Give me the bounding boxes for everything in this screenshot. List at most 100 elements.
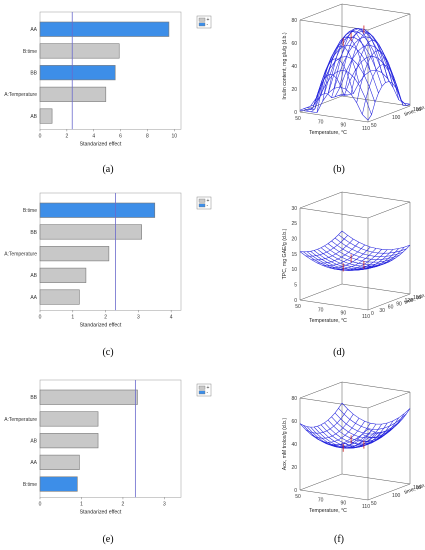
x-tick-label: 10 [172,133,178,139]
x-tick-label: 70 [318,497,324,503]
caption-b: (b) [333,164,345,175]
bar-aa [39,454,80,470]
surface-mesh-line [299,86,369,121]
surface-mesh-line [341,402,411,425]
bar-ab [39,267,87,283]
x-tick-label: 0 [39,314,42,320]
z-axis-label: Inulin content, mg glu/g (d.b.) [282,32,288,99]
surface-mesh-line [299,402,343,428]
x-tick-label: 90 [341,123,347,129]
x-tick-label: 110 [362,126,370,132]
legend-swatch-negative [198,385,206,390]
y-tick-label: 50 [371,501,377,507]
z-tick-label: 40 [291,442,297,448]
bounding-box-edge [341,3,411,15]
y-tick-label: 120 [405,298,414,304]
pareto-chart-a: AA B:time BB A:Temperature AB 0 2 4 6 8 10 Standari… [4,11,212,147]
x-tick-label: 70 [318,307,324,313]
category-label: A:Temperature [4,92,37,98]
z-tick-label: 60 [291,419,297,425]
legend-label-positive: + [207,198,210,204]
y-tick-label: 100 [392,493,401,499]
category-label: BB [30,395,37,401]
bar-bb [39,65,116,81]
legend: +- [196,383,212,397]
surface-mesh-line [327,243,397,263]
y-tick-label: 0 [371,311,374,317]
category-label: A:Temperature [4,417,37,423]
z-tick-label: 30 [291,206,297,212]
category-label: B:time [23,482,37,488]
x-tick-label: 2 [122,501,125,507]
x-tick-label: 50 [295,304,301,310]
z-axis-label: TPC, mg GAE/g (d.b.) [282,228,288,279]
x-tick-label: 2 [65,133,68,139]
y-tick-label: 150 [413,295,422,301]
x-axis-label: Standarized effect [80,322,122,328]
y-tick-label: 150 [413,107,422,113]
bounding-box-edge [367,293,411,311]
legend-label-positive: + [207,17,210,23]
legend-label-negative: - [207,203,209,209]
bounding-box-edge [299,207,369,219]
x-axis-label: Temperature, °C [309,508,347,514]
bounding-box-edge [299,381,343,399]
x-tick-label: 3 [137,314,140,320]
legend: +- [196,196,212,210]
bar-aa [39,289,80,305]
category-label: BB [30,230,37,236]
category-label: AA [30,295,37,301]
bounding-box-edge [341,381,411,393]
bar-ab [39,433,99,449]
surface-mesh-line [334,237,404,257]
x-tick-label: 3 [163,501,166,507]
legend-swatch-positive [198,203,206,208]
x-tick-label: 0 [39,133,42,139]
y-tick-label: 30 [379,308,385,314]
bar-ab [39,108,53,124]
pareto-chart-c: B:time BB A:Temperature AB AA 0 1 2 3 4 Standarize… [4,192,212,328]
surface-mesh-line [367,81,411,121]
z-tick-label: 20 [291,236,297,242]
bounding-box-edge [299,191,343,209]
x-tick-label: 50 [295,116,301,122]
bounding-box-edge [299,489,369,501]
bounding-box-edge [341,473,411,485]
category-label: AA [30,460,37,466]
caption-e: (e) [102,534,113,545]
legend-label-negative: - [207,22,209,28]
category-label: BB [30,70,37,76]
bounding-box-edge [367,13,411,31]
x-tick-label: 1 [80,501,83,507]
bounding-box-edge [367,391,411,409]
legend-swatch-negative [198,198,206,203]
surface-mesh-line [299,230,343,253]
bar-a-temperature [39,246,110,262]
x-tick-label: 8 [146,133,149,139]
legend-swatch-positive [198,390,206,395]
legend-label-positive: + [207,385,210,391]
surface-mesh-line [316,45,360,113]
x-tick-label: 1 [71,314,74,320]
legend-swatch-positive [198,22,206,27]
x-axis-label: Temperature, °C [309,318,347,324]
legend-swatch-negative [198,17,206,22]
surface-mesh-line [338,234,407,254]
x-tick-label: 110 [362,314,370,320]
z-tick-label: 40 [291,64,297,70]
surface-mesh-line [311,58,354,113]
surface-mesh-line [341,69,411,105]
category-label: B:time [23,208,37,214]
category-label: AA [30,27,37,33]
z-tick-label: 20 [291,87,297,93]
legend-label-negative: - [207,390,209,396]
category-label: AB [30,273,37,279]
surface-mesh-line [367,408,411,433]
x-tick-label: 90 [341,311,347,317]
x-axis-label: Standarized effect [80,509,122,515]
caption-d: (d) [333,347,345,358]
bounding-box-edge [367,483,411,501]
